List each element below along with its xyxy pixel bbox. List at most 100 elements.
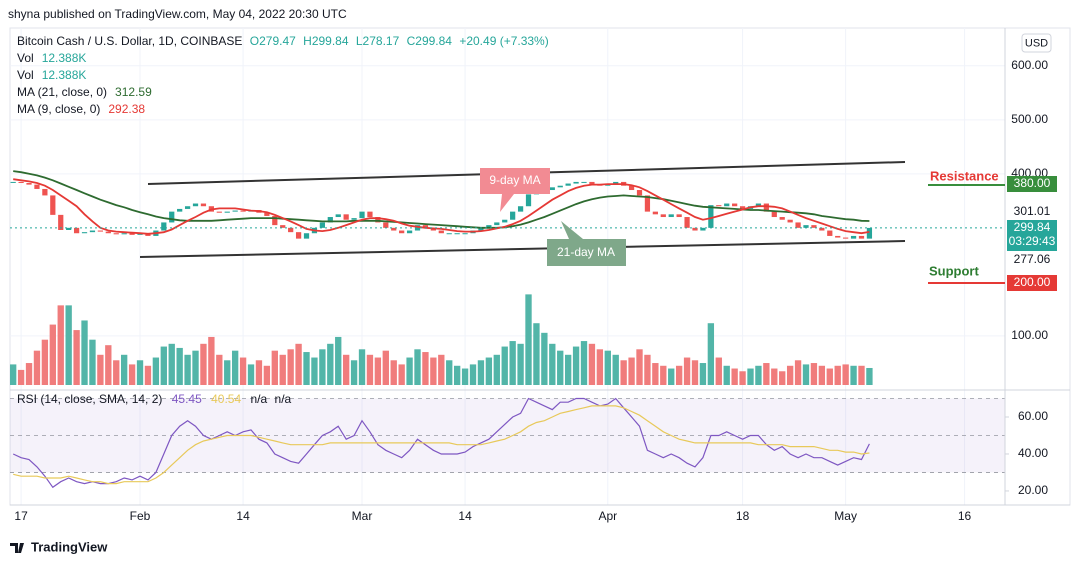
candle-body [192, 203, 199, 207]
volume-bar [818, 365, 826, 385]
candle-body [644, 195, 651, 212]
volume-bar [113, 360, 120, 385]
candle-body [486, 225, 492, 228]
candle-body [755, 203, 762, 207]
volume-value: 12.388K [42, 51, 87, 65]
volume-value: 12.388K [42, 68, 87, 82]
candle-body [636, 190, 643, 196]
volume-bar [461, 368, 469, 385]
candle-body [510, 211, 516, 220]
volume-bar [350, 360, 358, 385]
candle-body [866, 227, 873, 239]
x-tick-label: Apr [598, 509, 617, 523]
volume-bar [533, 323, 540, 385]
ma-legend: MA (21, close, 0) 312.59 [17, 85, 152, 99]
volume-bar [826, 368, 833, 385]
volume-bar [128, 364, 136, 385]
volume-bar [446, 360, 453, 385]
volume-bar [57, 305, 64, 385]
candle-body [343, 214, 349, 220]
volume-bar [588, 343, 596, 385]
volume-bar [652, 363, 659, 385]
candle-body [739, 206, 746, 209]
y-tick-label: 100.00 [1011, 328, 1048, 342]
volume-bar [580, 341, 588, 385]
volume-bar [287, 349, 294, 385]
candle-body [525, 194, 532, 207]
currency-button[interactable] [1021, 33, 1052, 53]
x-tick-label: 17 [14, 509, 28, 523]
ohlc: H299.84 [303, 34, 349, 48]
ohlc-change: +20.49 (+7.33%) [459, 34, 548, 48]
volume-bar [786, 365, 794, 385]
currency[interactable]: USD [1025, 37, 1048, 49]
candle-body [66, 227, 72, 230]
volume-bar [97, 354, 104, 385]
candle-body [169, 211, 175, 223]
volume-bar [192, 350, 199, 385]
candle-body [89, 230, 96, 233]
candle-body [113, 233, 119, 235]
candle-body [422, 225, 429, 228]
volume-bar [327, 343, 334, 385]
candle-body [58, 214, 64, 230]
candle-body [224, 211, 230, 213]
ohlc: L278.17 [356, 34, 400, 48]
annotation-9day: 9-day MA [480, 168, 550, 212]
ohlc: O279.47 [250, 34, 296, 48]
price-label-box [1007, 176, 1057, 192]
candle-body [724, 203, 730, 207]
volume-legend: Vol 12.388K [17, 51, 86, 65]
candle-body [771, 211, 777, 218]
volume-bar [176, 347, 183, 385]
candle-body [383, 222, 389, 228]
volume-bar [747, 368, 754, 385]
candle-body [557, 185, 563, 188]
volume-bar [17, 369, 25, 385]
candle-body [835, 235, 841, 238]
candle-body [478, 227, 484, 231]
volume-bar [485, 357, 493, 385]
volume-bar [683, 357, 691, 385]
rsi-line [12, 397, 870, 489]
volume-bar [858, 365, 865, 385]
candle-body [303, 233, 310, 239]
volume-bar [636, 349, 643, 385]
volume-bar [699, 363, 707, 385]
volume-bar [382, 350, 389, 385]
volume-bar [247, 364, 255, 385]
candle-body [240, 210, 246, 212]
candle-body [18, 181, 24, 184]
volume-bar [644, 354, 651, 385]
resistance-label: Resistance [930, 168, 999, 183]
candle-body [581, 181, 587, 183]
candle-body [462, 233, 468, 235]
price-label: 277.06 [1014, 252, 1051, 266]
volume-bar [89, 339, 96, 385]
candle-body [406, 230, 413, 234]
candle-body [549, 187, 555, 191]
volume-bar [224, 360, 231, 385]
volume-bar [755, 365, 762, 385]
volume-bar [779, 371, 786, 385]
volume-layer [10, 294, 873, 385]
y-tick-label: 500.00 [1011, 112, 1048, 126]
candle-body [787, 219, 793, 223]
candle-body [10, 181, 16, 183]
volume-bar [168, 343, 175, 385]
axis-layer: 17 Feb 14 Mar 14 Apr 18 May 16100.00400.00500.00… [14, 58, 1057, 523]
volume-bar [842, 364, 849, 385]
volume-bar [160, 346, 167, 385]
volume-bar [41, 339, 49, 385]
volume-bar [231, 350, 239, 385]
volume-bar [794, 360, 802, 385]
volume-bar [342, 354, 350, 385]
candle-body [692, 227, 698, 231]
candle-body [73, 227, 80, 234]
ma-value: 292.38 [108, 102, 145, 116]
volume-bar [691, 360, 699, 385]
annotation-21day: 21-day MA [547, 221, 626, 266]
symbol-legend: Bitcoin Cash / U.S. Dollar, 1D, COINBASE… [17, 34, 549, 48]
rsi-legend: RSI (14, close, SMA, 14, 2) 45.45 40.54 … [17, 392, 292, 406]
